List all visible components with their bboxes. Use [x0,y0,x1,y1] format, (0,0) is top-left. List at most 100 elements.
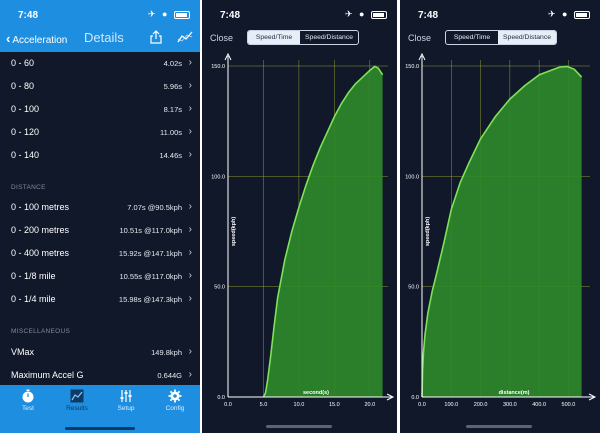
segment-speed-distance[interactable]: Speed/Distance [498,31,556,44]
list-item[interactable]: VMax 149.8kph › [0,341,200,364]
tab-test[interactable]: Test [8,389,48,412]
list-item[interactable]: 0 - 1/4 mile 15.98s @147.3kph › [0,288,200,311]
results-chart-icon [70,389,84,403]
tab-results[interactable]: Results [57,389,97,412]
segment-speed-distance[interactable]: Speed/Distance [305,34,354,41]
back-label: Acceleration [12,35,68,46]
sliders-icon [120,390,132,402]
close-button[interactable]: Close [210,33,234,43]
status-bar: 7:48 ✈ ● [400,0,600,22]
row-label: 0 - 200 metres [11,225,70,235]
y-tick-label: 150.0 [211,64,225,70]
speed-distance-chart: 0.0 50.0 100.0 150.0 0.0 100.0 200.0 300.0 400.0… [405,52,597,408]
location-icon: ● [359,9,367,19]
speed-distance-screen: 7:48 ✈ ● Close Speed/Time Speed/Distance… [400,0,600,433]
y-tick-label: 50.0 [214,285,225,291]
chevron-right-icon: › [188,149,192,160]
chevron-right-icon: › [188,247,192,258]
x-axis-title: second(s) [303,390,329,396]
airplane-icon: ✈ [344,9,355,19]
status-icons: ✈ ● [548,9,590,20]
row-value: 7.07s @90.5kph [127,203,182,212]
airplane-icon: ✈ [547,9,558,19]
tab-config[interactable]: Config [155,389,195,412]
list-item[interactable]: 0 - 1/8 mile 10.55s @117.0kph › [0,265,200,288]
chart-mode-segmented-control[interactable]: Speed/Time Speed/Distance [445,30,557,45]
page-title: Details [84,30,124,45]
segment-speed-time[interactable]: Speed/Time [453,34,491,41]
back-button[interactable]: ‹ Acceleration [6,31,67,46]
chevron-right-icon: › [188,201,192,212]
y-tick-label: 50.0 [408,285,419,291]
y-tick-label: 100.0 [211,174,225,180]
row-label: 0 - 1/4 mile [11,294,56,304]
chevron-right-icon: › [188,224,192,235]
tab-bar: Test Results Setup Config [0,385,200,433]
list-item[interactable]: 0 - 400 metres 15.92s @147.1kph › [0,242,200,265]
x-tick-label: 15.0 [329,402,340,408]
chevron-right-icon: › [188,369,192,380]
section-header-distance: DISTANCE [11,184,46,191]
row-value: 0.644G [157,371,182,380]
list-item[interactable]: 0 - 60 4.02s › [0,52,200,75]
x-tick-label: 300.0 [503,402,517,408]
tab-label: Test [22,405,34,412]
list-item[interactable]: 0 - 120 11.00s › [0,121,200,144]
x-tick-label: 0.0 [224,402,232,408]
results-screen: 7:48 ✈ ● ‹ Acceleration Details 0 - 60 4.0… [0,0,200,433]
section-header-misc: MISCELLANEOUS [11,328,71,335]
list-item[interactable]: 0 - 100 8.17s › [0,98,200,121]
row-value: 11.00s [160,128,182,137]
area-fill [263,66,383,397]
row-label: Maximum Accel G [11,370,84,380]
gear-icon [168,389,182,403]
x-tick-label: 20.0 [364,402,375,408]
area-fill [422,66,582,397]
chevron-right-icon: › [188,126,192,137]
status-bar: 7:48 ✈ ● [0,0,200,22]
chart-mode-segmented-control[interactable]: Speed/Time Speed/Distance [247,30,359,45]
list-item[interactable]: 0 - 100 metres 7.07s @90.5kph › [0,196,200,219]
chevron-right-icon: › [188,270,192,281]
x-tick-label: 100.0 [444,402,458,408]
list-item[interactable]: 0 - 140 14.46s › [0,144,200,167]
x-tick-label: 200.0 [474,402,488,408]
y-axis-arrow-icon [224,52,232,61]
row-value: 5.96s [163,82,182,91]
y-axis-title: speed(kph) [231,217,237,247]
close-button[interactable]: Close [408,33,432,43]
home-indicator [466,425,532,428]
y-tick-label: 0.0 [217,395,225,401]
home-indicator [65,427,135,430]
row-label: VMax [11,347,35,357]
row-label: 0 - 1/8 mile [11,271,56,281]
segment-speed-time[interactable]: Speed/Time [248,31,301,44]
list-item[interactable]: 0 - 200 metres 10.51s @117.0kph › [0,219,200,242]
location-icon: ● [162,9,170,19]
chevron-right-icon: › [188,80,192,91]
graph-icon[interactable] [177,31,193,43]
row-label: 0 - 120 [11,127,40,137]
row-value: 149.8kph [151,348,182,357]
status-time: 7:48 [220,10,241,21]
battery-icon [174,10,190,19]
x-tick-label: 10.0 [294,402,305,408]
list-item[interactable]: 0 - 80 5.96s › [0,75,200,98]
x-tick-label: 5.0 [260,402,268,408]
chevron-right-icon: › [188,103,192,114]
row-label: 0 - 400 metres [11,248,70,258]
y-axis-arrow-icon [418,52,426,61]
row-value: 10.55s @117.0kph [119,272,182,281]
share-icon[interactable] [150,30,162,44]
battery-icon [371,10,387,19]
row-label: 0 - 100 [11,104,40,114]
speed-time-chart: 0.0 50.0 100.0 150.0 0.0 5.0 10.0 15.0 20.0 speed… [211,52,395,408]
tab-setup[interactable]: Setup [106,389,146,412]
chevron-right-icon: › [188,293,192,304]
series-line [421,65,583,398]
row-value: 15.92s @147.1kph [118,249,182,258]
row-value: 10.51s @117.0kph [119,226,182,235]
list-item[interactable]: Maximum Accel G 0.644G › [0,364,200,387]
row-value: 14.46s [159,151,182,160]
status-time: 7:48 [418,10,439,21]
